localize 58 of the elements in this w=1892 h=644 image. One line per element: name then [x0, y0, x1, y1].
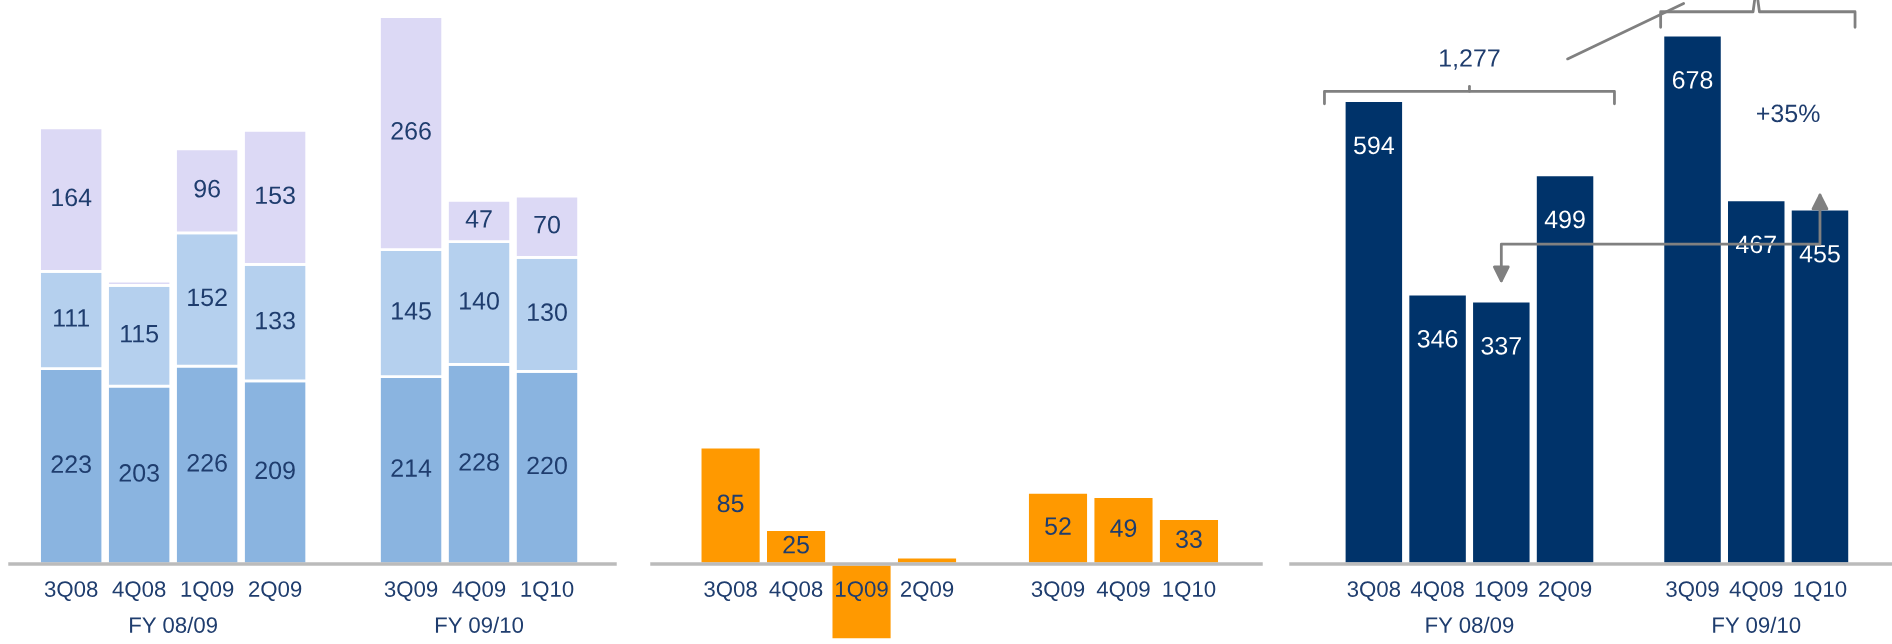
x-tick-label: 4Q09: [452, 581, 506, 601]
text: FY 09/10: [435, 616, 524, 633]
x-tick-label: 3Q08: [44, 581, 98, 601]
text: FY 08/09: [130, 616, 217, 633]
data-label: 223: [51, 455, 91, 474]
data-label: 337: [1481, 336, 1521, 355]
data-label: 228: [459, 453, 499, 471]
data-label: 70: [534, 215, 560, 234]
data-label: 33: [1176, 530, 1202, 549]
data-label: 130: [528, 303, 567, 322]
data-label: 499: [1544, 210, 1585, 229]
x-tick-label: 3Q09: [1031, 581, 1085, 601]
data-label: 678: [1672, 70, 1713, 89]
data-label: 203: [119, 464, 159, 482]
x-tick-label: 1Q09: [1475, 581, 1528, 601]
x-tick-label: 4Q08: [769, 581, 823, 601]
data-label: 115: [121, 325, 159, 343]
data-label: 153: [256, 186, 295, 205]
data-label: 111: [54, 309, 89, 327]
data-label: 152: [188, 288, 227, 307]
data-label: 49: [1110, 519, 1137, 537]
data-label: 594: [1354, 136, 1394, 155]
x-tick-label: 4Q09: [1096, 581, 1150, 601]
data-label: 25: [783, 535, 809, 554]
data-label: 145: [392, 302, 431, 320]
data-label: 214: [391, 459, 432, 477]
annotation: +35%: [1757, 104, 1820, 123]
x-tick-label: 1Q10: [1163, 581, 1216, 601]
x-tick-label: 3Q08: [704, 581, 757, 601]
data-label: 133: [256, 311, 295, 330]
x-tick-label: 1Q10: [1794, 581, 1847, 601]
x-tick-label: 4Q09: [1729, 581, 1783, 601]
data-label: 85: [717, 494, 744, 513]
annotation: 1,277: [1440, 49, 1500, 70]
x-tick-label: 3Q09: [384, 581, 438, 601]
data-label: 47: [465, 210, 492, 228]
data-label: 209: [255, 461, 295, 480]
data-label: 266: [391, 122, 431, 140]
x-tick-label: 1Q10: [521, 581, 574, 601]
x-tick-label: 4Q08: [112, 581, 166, 601]
data-label: 226: [187, 454, 227, 472]
text: FY 08/09: [1426, 616, 1514, 633]
data-label: 455: [1799, 245, 1840, 263]
x-tick-label: 2Q09: [249, 581, 302, 601]
x-tick-label: 2Q09: [900, 581, 954, 601]
data-label: 52: [1045, 517, 1071, 535]
x-tick-label: 4Q08: [1410, 581, 1464, 601]
text: FY 09/10: [1713, 616, 1801, 633]
data-label: 96: [194, 179, 220, 198]
x-tick-label: 3Q08: [1347, 581, 1401, 601]
data-label: 164: [52, 188, 92, 207]
data-label: 220: [527, 456, 567, 475]
x-tick-label: 2Q09: [1538, 581, 1592, 601]
x-tick-label: 1Q09: [836, 581, 888, 601]
x-tick-label: 1Q09: [181, 581, 234, 601]
data-label: 346: [1417, 329, 1458, 348]
data-label: 140: [460, 291, 499, 310]
x-tick-label: 3Q09: [1666, 581, 1719, 601]
